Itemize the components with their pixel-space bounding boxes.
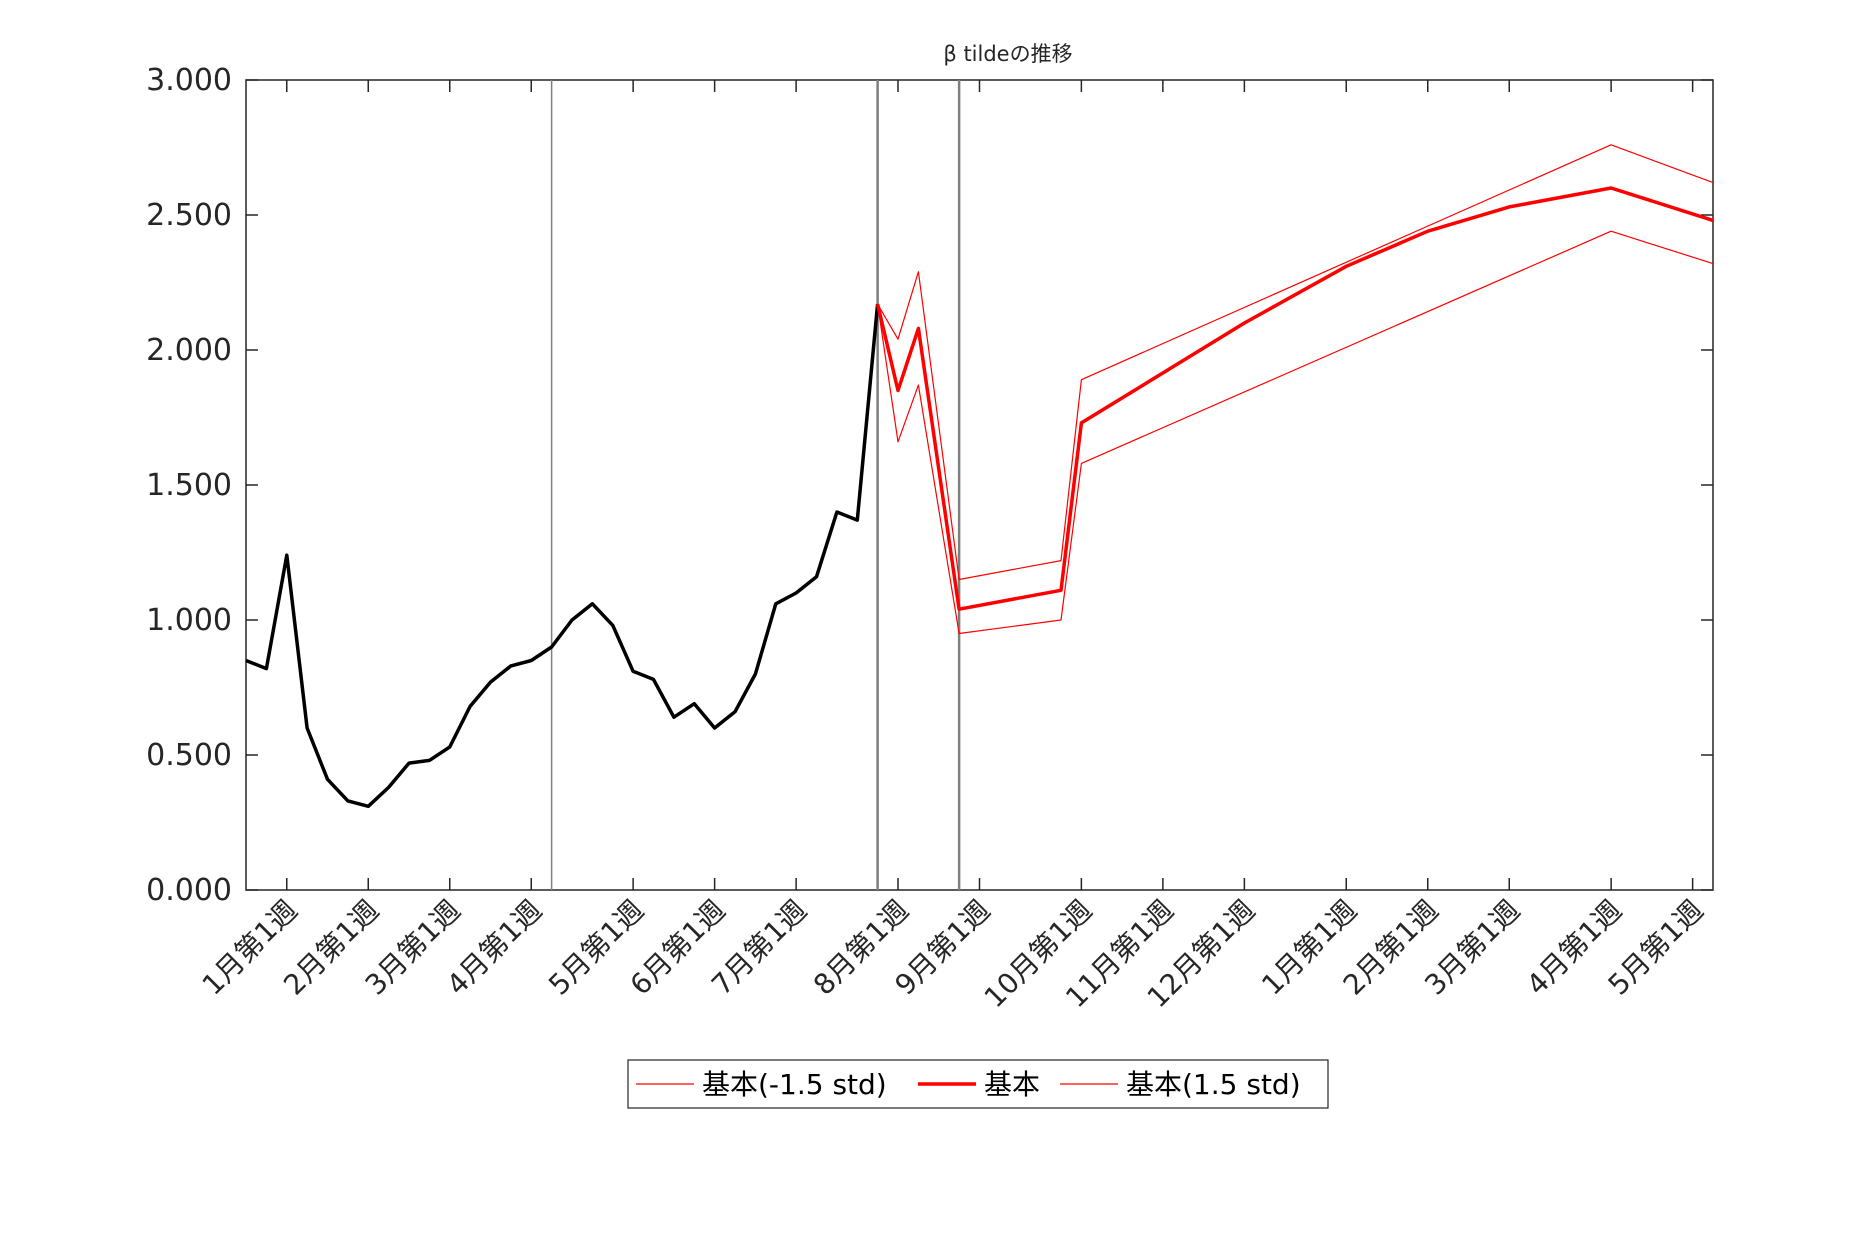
y-tick-label: 1.500: [146, 468, 232, 503]
y-tick-label: 3.000: [146, 63, 232, 98]
base-series-line: [875, 186, 1714, 611]
legend-entry-label: 基本(-1.5 std): [702, 1068, 887, 1101]
legend-entry-label: 基本(1.5 std): [1126, 1068, 1301, 1101]
chart-title: β tildeの推移: [943, 42, 1072, 66]
y-tick-label: 2.000: [146, 333, 232, 368]
lower-band-series-line: [877, 230, 1714, 635]
y-axis: 0.000 0.500 1.000 1.500 2.000 2.500 3.000: [146, 63, 1713, 908]
legend-box: [627, 1059, 1329, 1109]
y-tick-label: 0.500: [146, 738, 232, 773]
series-layer: [245, 144, 1714, 809]
y-tick-label: 2.500: [146, 198, 232, 233]
legend-entry-label: 基本: [984, 1068, 1040, 1101]
y-tick-label: 1.000: [146, 603, 232, 638]
history-series-line: [245, 303, 880, 809]
upper-band-series-line: [877, 144, 1714, 581]
plot-frame: [245, 79, 1714, 891]
legend: 基本(-1.5 std) 基本 基本(1.5 std): [627, 1059, 1329, 1109]
plot-area: [245, 79, 1714, 891]
y-tick-label: 0.000: [146, 873, 232, 908]
